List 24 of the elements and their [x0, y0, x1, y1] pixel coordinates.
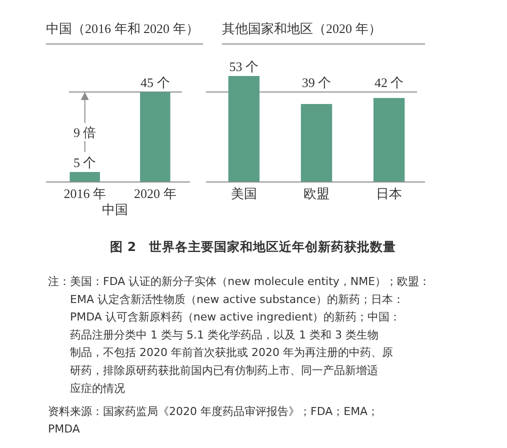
data-label: 53 个: [229, 59, 259, 74]
chart-title: 中国（2016 年和 2020 年）: [46, 21, 199, 36]
text: 研药，排除原研药获批前国内已有仿制药上市、同一产品新增适: [70, 364, 378, 377]
text: 制品，不包括 2020 年前首次获批或 2020 年为再注册的中药、原: [70, 346, 393, 360]
data-label: 45 个: [140, 75, 170, 90]
x-tick-label: 2016 年: [64, 186, 106, 201]
text: 应症的情况: [70, 382, 125, 395]
data-label: 5 个: [73, 155, 96, 170]
chart-title: 其他国家和地区（2020 年）: [222, 21, 382, 36]
data-label: 39 个: [302, 75, 332, 90]
text: EMA 认定含新活性物质（new active substance）的新药；日本：: [70, 292, 404, 306]
text: 药品注册分类中 1 类与 5.1 类化学药品，以及 1 类和 3 类生物: [70, 328, 378, 342]
x-tick-label: 美国: [230, 186, 257, 201]
x-tick-label: 欧盟: [304, 186, 330, 201]
x-tick-label: 日本: [376, 186, 402, 201]
data-label: 42 个: [374, 75, 404, 90]
text: PMDA: [48, 422, 80, 436]
annotation: 9 倍: [73, 125, 96, 140]
x-tick-label: 2020 年: [134, 186, 176, 201]
caption: 图 2 世界各主要国家和地区近年创新药获批数量: [110, 239, 396, 254]
text: 资料来源：国家药监局《2020 年度药品审评报告》；FDA；EMA；: [48, 405, 379, 418]
text: 注：美国：FDA 认证的新分子实体（new molecule entity，NME）；欧盟：: [48, 275, 430, 288]
x-axis-title: 中国: [102, 202, 128, 217]
text: PMDA 认可含新原料药（new active ingredient）的新药；中国：: [70, 310, 401, 324]
